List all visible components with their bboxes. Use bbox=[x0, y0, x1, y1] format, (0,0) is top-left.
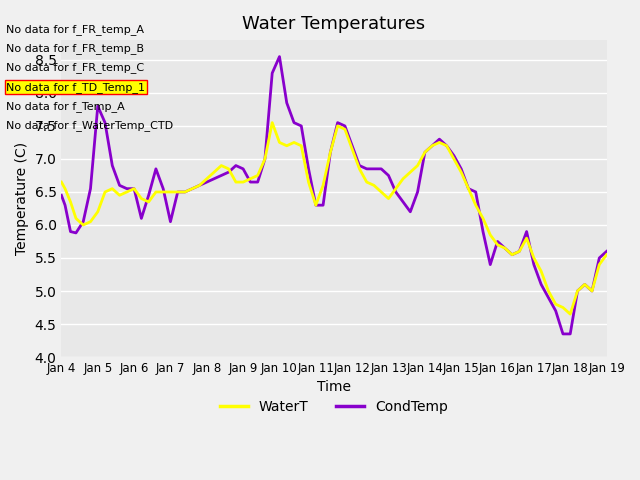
Legend: WaterT, CondTemp: WaterT, CondTemp bbox=[214, 395, 454, 420]
Y-axis label: Temperature (C): Temperature (C) bbox=[15, 142, 29, 255]
X-axis label: Time: Time bbox=[317, 381, 351, 395]
Text: No data for f_FR_temp_A: No data for f_FR_temp_A bbox=[6, 24, 145, 35]
Text: No data for f_FR_temp_B: No data for f_FR_temp_B bbox=[6, 43, 145, 54]
Text: No data for f_FR_temp_C: No data for f_FR_temp_C bbox=[6, 62, 145, 73]
Text: No data for f_WaterTemp_CTD: No data for f_WaterTemp_CTD bbox=[6, 120, 173, 131]
Text: No data for f_Temp_A: No data for f_Temp_A bbox=[6, 101, 125, 112]
Text: No data for f_TD_Temp_1: No data for f_TD_Temp_1 bbox=[6, 82, 145, 93]
Title: Water Temperatures: Water Temperatures bbox=[243, 15, 426, 33]
